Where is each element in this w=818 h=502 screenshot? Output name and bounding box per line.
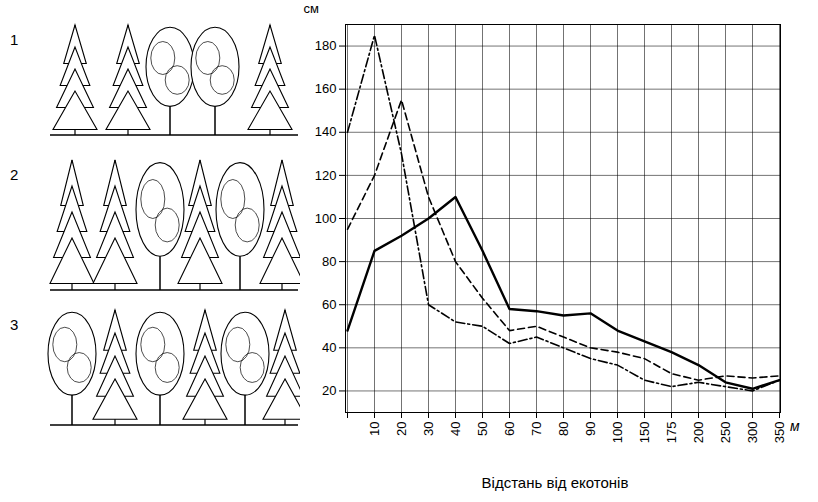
svg-text:10: 10 <box>367 422 382 436</box>
html-text:м: м <box>790 418 800 434</box>
svg-text:40: 40 <box>322 340 336 355</box>
svg-text:30: 30 <box>421 422 436 436</box>
svg-text:20: 20 <box>322 383 336 398</box>
svg-text:3: 3 <box>10 316 18 333</box>
svg-text:90: 90 <box>583 422 598 436</box>
svg-text:20: 20 <box>394 422 409 436</box>
svg-text:60: 60 <box>322 297 336 312</box>
svg-text:180: 180 <box>315 38 337 53</box>
svg-text:50: 50 <box>475 422 490 436</box>
svg-text:140: 140 <box>315 124 337 139</box>
svg-text:300: 300 <box>745 422 760 444</box>
svg-text:80: 80 <box>556 422 571 436</box>
svg-text:70: 70 <box>529 422 544 436</box>
svg-text:80: 80 <box>322 254 336 269</box>
svg-text:2: 2 <box>10 166 18 183</box>
html-text:Відстань від екотонів: Відстань від екотонів <box>481 474 629 491</box>
svg-text:200: 200 <box>691 422 706 444</box>
svg-text:1: 1 <box>10 31 18 48</box>
svg-text:см: см <box>304 1 320 16</box>
svg-text:175: 175 <box>664 422 679 444</box>
svg-text:60: 60 <box>502 422 517 436</box>
svg-text:160: 160 <box>315 81 337 96</box>
svg-text:150: 150 <box>637 422 652 444</box>
svg-text:100: 100 <box>610 422 625 444</box>
svg-text:350: 350 <box>772 422 787 444</box>
svg-text:40: 40 <box>448 422 463 436</box>
svg-text:250: 250 <box>718 422 733 444</box>
svg-text:120: 120 <box>315 168 337 183</box>
svg-text:100: 100 <box>315 211 337 226</box>
